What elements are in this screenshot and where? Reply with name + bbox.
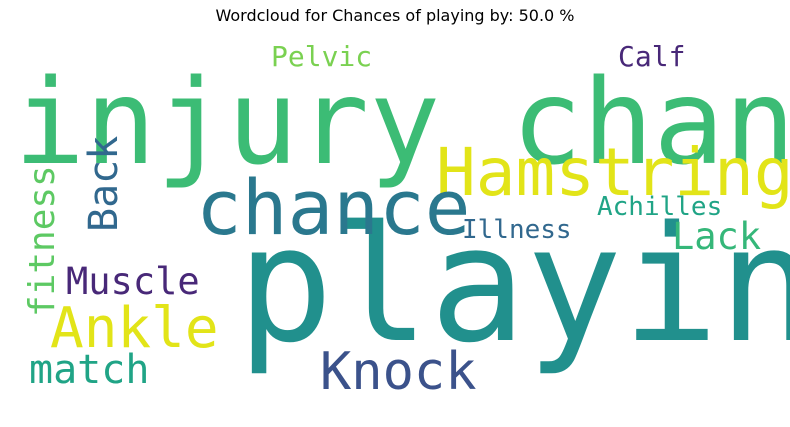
word-knock: Knock bbox=[320, 342, 477, 402]
word-match: match bbox=[29, 347, 150, 393]
word-fitness: fitness bbox=[22, 165, 63, 317]
word-illness: Illness bbox=[462, 215, 572, 245]
word-achilles: Achilles bbox=[597, 192, 723, 222]
word-playing: playing bbox=[237, 191, 790, 378]
word-ankle: Ankle bbox=[50, 296, 219, 361]
word-lack: Lack bbox=[672, 215, 762, 258]
word-injury-chance: injury chance bbox=[14, 53, 790, 191]
word-chance: chance bbox=[196, 163, 471, 252]
word-muscle: Muscle bbox=[66, 260, 200, 303]
chart-title: Wordcloud for Chances of playing by: 50.… bbox=[215, 6, 575, 25]
word-pelvic: Pelvic bbox=[271, 40, 373, 73]
word-calf: Calf bbox=[618, 40, 686, 73]
word-back: Back bbox=[81, 135, 127, 232]
word-hamstring: Hamstring bbox=[436, 134, 790, 211]
